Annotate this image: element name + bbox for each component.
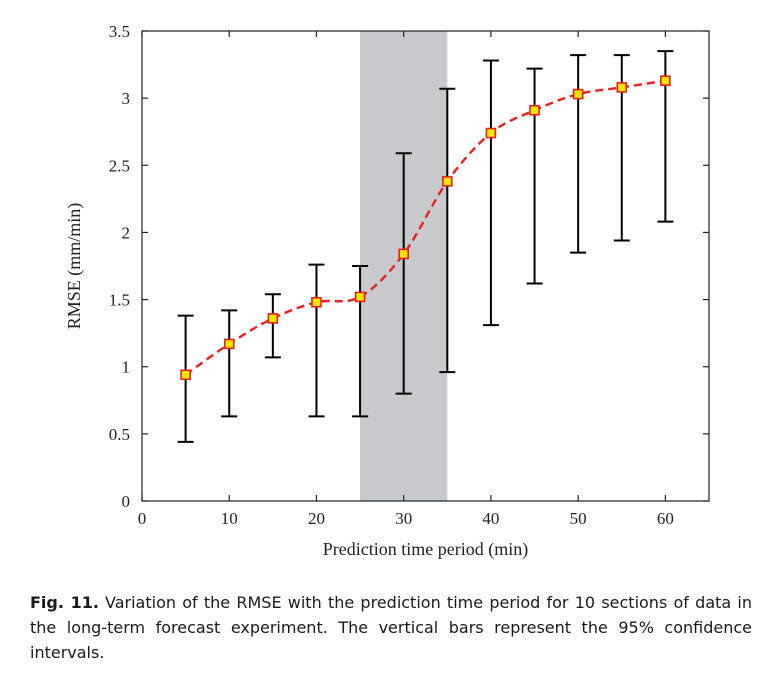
y-axis-title: RMSE (mm/min) [64, 203, 85, 330]
data-point [660, 75, 671, 86]
error-bar [570, 54, 587, 254]
caption-text: Variation of the RMSE with the predictio… [30, 593, 753, 662]
x-tick-label: 20 [308, 509, 325, 528]
x-tick-label: 0 [138, 509, 147, 528]
error-bar [482, 59, 499, 327]
y-tick-label: 3.5 [109, 22, 130, 41]
plot-frame [141, 30, 710, 502]
x-tick-label: 60 [657, 509, 674, 528]
x-axis-title: Prediction time period (min) [323, 539, 528, 560]
x-tick-label: 50 [570, 509, 587, 528]
data-point [529, 104, 540, 116]
error-bar [352, 265, 369, 418]
y-tick-label: 2 [122, 223, 131, 242]
caption-label: Fig. 11. [30, 593, 100, 612]
rmse-chart: 0 10 20 30 40 50 60 0 0.5 1 1.5 2 2.5 3 3.5 Prediction … [64, 22, 710, 560]
data-point [311, 296, 322, 308]
data-point [180, 369, 191, 381]
error-bar [221, 309, 238, 418]
y-tick-label: 0.5 [109, 425, 130, 444]
data-point [354, 291, 366, 303]
y-tick-label: 1 [122, 358, 131, 377]
data-point [223, 338, 235, 350]
error-bar [308, 263, 325, 418]
x-tick-label: 10 [221, 509, 238, 528]
series-line [184, 79, 666, 376]
y-tick-label: 1.5 [109, 291, 130, 310]
data-point [267, 313, 279, 324]
plot-area: 0 10 20 30 40 50 60 0 0.5 1 1.5 2 2.5 3 3.5 Prediction … [64, 22, 710, 560]
error-bar [395, 152, 412, 395]
data-point [485, 127, 497, 139]
error-bar [526, 67, 543, 285]
error-bar [439, 87, 456, 374]
y-tick-label: 3 [122, 89, 131, 108]
data-point [616, 82, 628, 93]
y-tick-label: 2.5 [109, 156, 130, 175]
error-bar [264, 293, 281, 359]
x-tick-label: 40 [482, 509, 499, 528]
data-point [572, 88, 584, 100]
y-tick-label: 0 [122, 492, 131, 511]
figure-caption: Fig. 11. Variation of the RMSE with the p… [30, 590, 752, 665]
data-point [398, 248, 409, 260]
data-point [442, 176, 453, 187]
x-tick-label: 30 [395, 509, 412, 528]
